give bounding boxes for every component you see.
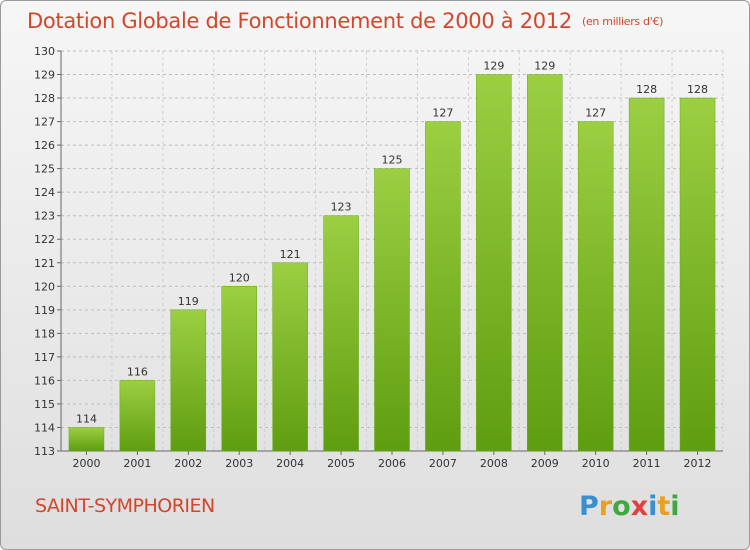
value-label: 125 xyxy=(382,154,403,167)
chart-subtitle: (en milliers d'€) xyxy=(581,15,664,28)
x-tick-label: 2003 xyxy=(225,457,253,470)
logo-letter: t xyxy=(657,491,671,522)
logo-letter: o xyxy=(612,491,631,522)
value-label: 128 xyxy=(687,83,708,96)
y-tick-label: 121 xyxy=(34,257,55,270)
y-tick-label: 129 xyxy=(34,69,55,82)
value-label: 127 xyxy=(432,107,453,120)
x-tick-label: 2002 xyxy=(174,457,202,470)
value-label: 121 xyxy=(280,248,301,261)
bars xyxy=(68,74,716,452)
y-tick-label: 127 xyxy=(34,116,55,129)
value-label: 119 xyxy=(178,295,199,308)
logo-letter: i xyxy=(648,491,658,522)
value-label: 114 xyxy=(76,412,97,425)
logo-letter: i xyxy=(670,491,680,522)
value-label: 120 xyxy=(229,271,250,284)
y-tick-label: 123 xyxy=(34,210,55,223)
y-tick-label: 115 xyxy=(34,398,55,411)
x-tick-label: 2001 xyxy=(123,457,151,470)
x-tick-label: 2007 xyxy=(429,457,457,470)
value-label: 128 xyxy=(636,83,657,96)
x-tick-label: 2006 xyxy=(378,457,406,470)
title-text: Dotation Globale de Fonctionnement de 20… xyxy=(27,9,572,33)
x-tick-label: 2005 xyxy=(327,457,355,470)
y-tick-label: 117 xyxy=(34,351,55,364)
x-tick-label: 2009 xyxy=(531,457,559,470)
x-tick-label: 2011 xyxy=(633,457,661,470)
y-tick-label: 114 xyxy=(34,421,55,434)
value-label: 123 xyxy=(331,201,352,214)
commune-name: SAINT-SYMPHORIEN xyxy=(35,495,215,517)
bar xyxy=(119,380,156,452)
bar xyxy=(628,97,665,452)
logo-letter: P xyxy=(579,491,599,522)
bar xyxy=(68,427,105,452)
x-tick-label: 2000 xyxy=(72,457,100,470)
value-label: 129 xyxy=(534,60,555,73)
bar xyxy=(527,74,563,452)
value-label: 127 xyxy=(585,107,606,120)
x-tick-label: 2004 xyxy=(276,457,304,470)
value-label: 116 xyxy=(127,365,148,378)
y-tick-label: 124 xyxy=(34,186,55,199)
bar xyxy=(323,215,359,452)
y-tick-label: 116 xyxy=(34,374,55,387)
value-label: 129 xyxy=(483,60,504,73)
y-tick-label: 120 xyxy=(34,280,55,293)
logo-letter: r xyxy=(598,491,613,522)
y-tick-label: 119 xyxy=(34,304,55,317)
x-tick-label: 2012 xyxy=(684,457,712,470)
x-tick-label: 2010 xyxy=(582,457,610,470)
bar xyxy=(272,262,308,452)
bar xyxy=(170,309,207,452)
y-tick-label: 126 xyxy=(34,139,55,152)
bar xyxy=(679,97,716,452)
labels: 113 114 115 116 117 118 119 120 121 122 123 124 125 1… xyxy=(34,45,712,470)
bar xyxy=(425,121,461,452)
y-tick-label: 122 xyxy=(34,233,55,246)
bar xyxy=(577,121,614,452)
y-tick-label: 128 xyxy=(34,92,55,105)
x-tick-label: 2008 xyxy=(480,457,508,470)
y-tick-label: 130 xyxy=(34,45,55,58)
bar xyxy=(221,286,257,452)
y-tick-label: 125 xyxy=(34,163,55,176)
y-tick-label: 113 xyxy=(34,445,55,458)
bar xyxy=(374,168,410,452)
logo-letter: x xyxy=(630,491,649,522)
proxiti-logo: Proxiti xyxy=(579,491,680,522)
chart-title: Dotation Globale de Fonctionnement de 20… xyxy=(27,9,663,33)
bar xyxy=(476,74,512,452)
y-tick-label: 118 xyxy=(34,327,55,340)
